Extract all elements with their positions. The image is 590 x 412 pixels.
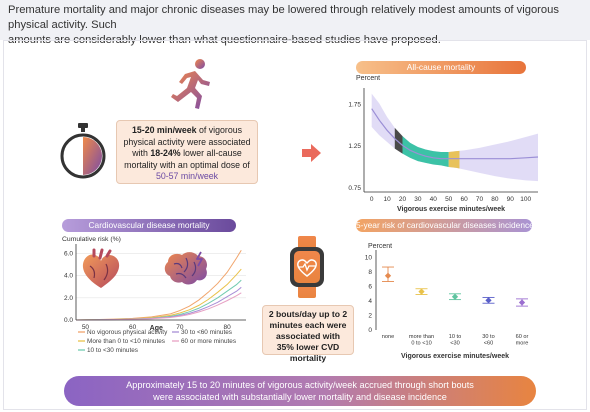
y-tick-label: 10: [365, 255, 373, 262]
legend-label-3: 30 to <60 minutes: [181, 329, 232, 336]
header-line-1: Premature mortality and major chronic di…: [8, 4, 559, 31]
legend-label-2: 10 to <30 minutes: [87, 347, 138, 354]
stopwatch-icon: [60, 123, 106, 179]
y-tick-label: 2.0: [64, 295, 73, 302]
chart-title-cvd-incidence: 5-year risk of cardiovascular diseases i…: [356, 219, 534, 232]
x-category-label: more: [516, 341, 529, 347]
x-category-label: 10 to: [449, 334, 461, 340]
x-category-label: 0 to <10: [411, 341, 431, 347]
data-point: [451, 293, 459, 300]
x-tick-label: 50: [82, 324, 90, 331]
y-tick-label: 6.0: [64, 251, 73, 258]
x-tick-label: 10: [383, 196, 391, 203]
arrow-right-icon: [302, 144, 321, 162]
cvd-mortality-chart: 50 60 70 80 0.0 2.0 4.0 6.0 Cumulative risk (%) A…: [62, 236, 246, 354]
heart-icon: [82, 248, 120, 288]
highlight-band-0: [394, 127, 403, 154]
x-category-label: more than: [409, 334, 434, 340]
x-tick-label: 90: [507, 196, 515, 203]
highlight-band-1: [402, 136, 449, 167]
x-category-label: <60: [484, 341, 494, 347]
x-axis-label: Age: [150, 325, 163, 332]
data-point: [518, 299, 526, 306]
summary-text-2: lower all-cause mortality with an optima…: [124, 148, 250, 170]
y-tick-label: 6: [368, 284, 372, 291]
x-tick-label: 50: [445, 196, 453, 203]
y-tick-label: 1.25: [348, 143, 361, 150]
highlight-band-2: [448, 150, 460, 169]
chart-title-all-cause: All-cause mortality: [356, 61, 526, 74]
legend-label-1: More than 0 to <10 minutes: [87, 338, 165, 345]
data-point: [485, 297, 492, 304]
summary-reduction: 18-24%: [150, 148, 181, 158]
x-tick-label: 100: [520, 196, 531, 203]
footer-line-2: were associated with substantially lower…: [153, 391, 447, 402]
x-category-label: 30 to: [482, 334, 494, 340]
x-tick-label: 70: [176, 324, 184, 331]
x-tick-label: 0: [370, 196, 374, 203]
x-category-label: none: [382, 334, 394, 340]
mortality-line: [371, 108, 539, 160]
summary-optimal-dose: 50-57 min/week: [155, 171, 219, 181]
y-tick-label: 0.0: [64, 317, 73, 324]
x-axis-label: Vigorous exercise minutes/week: [401, 353, 509, 360]
header-text: Premature mortality and major chronic di…: [0, 0, 590, 46]
y-tick-label: 8: [368, 269, 372, 276]
running-person-icon: [171, 59, 210, 109]
y-tick-label: 1.75: [348, 102, 361, 109]
brain-icon: [164, 251, 208, 285]
data-point: [418, 288, 425, 295]
x-tick-label: 80: [223, 324, 231, 331]
x-tick-label: 70: [476, 196, 484, 203]
x-tick-label: 40: [430, 196, 438, 203]
smartwatch-icon: [290, 236, 324, 298]
y-tick-label: 4: [368, 298, 372, 305]
summary-card: 15-20 min/week of vigorous physical acti…: [116, 120, 258, 184]
chart-title-cvd-mortality: Cardiovascular disease mortality: [62, 219, 236, 232]
y-axis-label: Percent: [356, 75, 380, 82]
all-cause-mortality-chart: 0 10 20 30 40 50 60 70 80 90 100 0.75 1.25 1.75 Percen…: [348, 75, 539, 213]
y-axis-label: Percent: [368, 243, 392, 250]
x-tick-label: 20: [399, 196, 407, 203]
y-tick-label: 2: [368, 313, 372, 320]
x-tick-label: 60: [460, 196, 468, 203]
data-point: [384, 272, 392, 279]
x-category-label: 60 or: [516, 334, 529, 340]
ci-band: [371, 93, 538, 182]
bouts-card: 2 bouts/day up to 2 minutes each were as…: [262, 305, 354, 363]
x-axis-label: Vigorous exercise minutes/week: [397, 206, 505, 213]
x-tick-label: 60: [129, 324, 137, 331]
legend-label-0: No vigorous physical activity: [87, 329, 168, 336]
footer-banner: Approximately 15 to 20 minutes of vigoro…: [64, 376, 536, 406]
summary-dose: 15-20 min/week: [131, 125, 197, 135]
x-tick-label: 80: [491, 196, 499, 203]
y-axis-label: Cumulative risk (%): [62, 236, 121, 243]
y-tick-label: 0: [368, 327, 372, 334]
y-tick-label: 4.0: [64, 273, 73, 280]
x-category-label: <30: [450, 341, 460, 347]
infographic-frame: [3, 40, 587, 410]
x-tick-label: 30: [414, 196, 422, 203]
footer-line-1: Approximately 15 to 20 minutes of vigoro…: [126, 380, 474, 390]
legend-label-4: 60 or more minutes: [181, 338, 236, 345]
y-tick-label: 0.75: [348, 185, 361, 192]
summary-text-1: of vigorous physical activity were assoc…: [123, 125, 251, 158]
series-line-3: [75, 286, 242, 321]
